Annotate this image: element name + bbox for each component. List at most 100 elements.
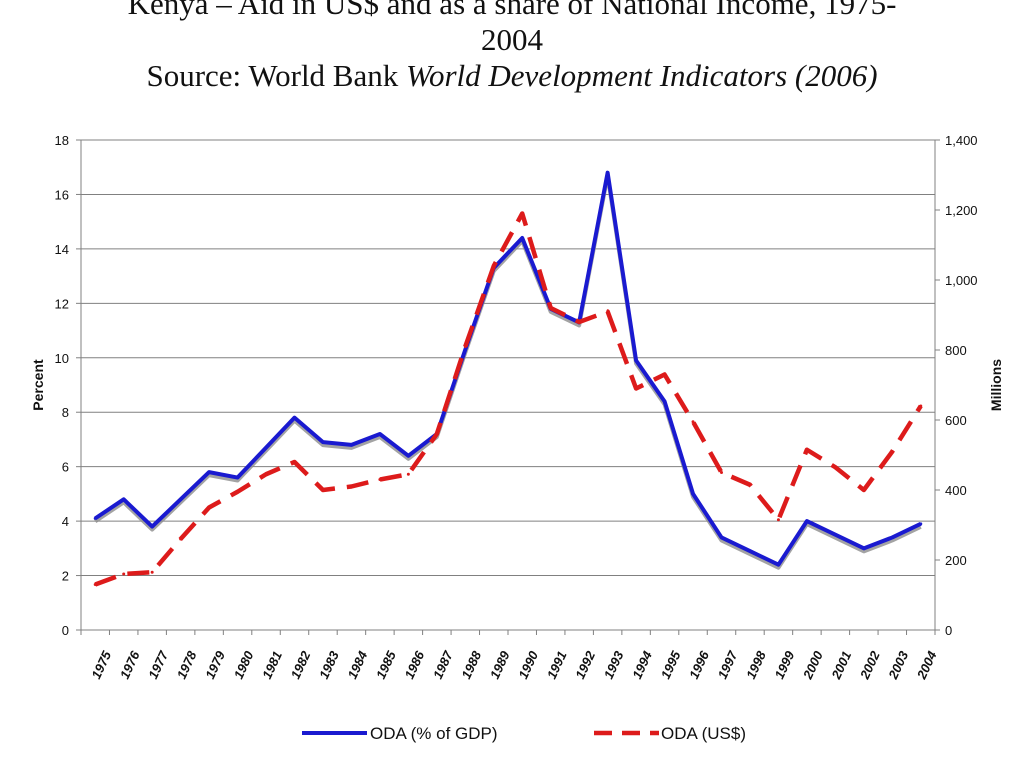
x-tick-label: 1984 bbox=[345, 648, 371, 681]
y-right-tick-label: 400 bbox=[945, 483, 967, 498]
series-oda-usd-point bbox=[549, 306, 553, 310]
series-oda-gdp-point bbox=[321, 440, 325, 444]
x-tick-label: 1981 bbox=[259, 649, 285, 682]
y-left-tick-label: 14 bbox=[55, 242, 69, 257]
legend-label-oda-gdp: ODA (% of GDP) bbox=[370, 724, 498, 743]
x-tick-label: 2001 bbox=[828, 649, 854, 682]
series-oda-usd-point bbox=[179, 537, 183, 541]
x-tick-label: 1993 bbox=[601, 648, 627, 681]
series-oda-gdp-point bbox=[776, 563, 780, 567]
series-oda-usd-point bbox=[577, 320, 581, 324]
series-oda-gdp-point bbox=[805, 519, 809, 523]
x-tick-label: 1997 bbox=[715, 648, 741, 681]
x-tick-label: 1979 bbox=[202, 648, 228, 681]
series-oda-gdp-point bbox=[207, 470, 211, 474]
series-oda-usd-point bbox=[264, 472, 268, 476]
series-oda-gdp-point bbox=[634, 359, 638, 362]
series-oda-usd-point bbox=[720, 471, 723, 474]
series-oda-gdp-point bbox=[691, 492, 695, 496]
title-line-1: Kenya – Aid in US$ and as a share of Nat… bbox=[127, 0, 897, 21]
y-left-tick-label: 6 bbox=[62, 460, 69, 475]
y-right-tick-label: 200 bbox=[945, 553, 967, 568]
y-left-tick-label: 0 bbox=[62, 623, 69, 638]
series-oda-usd-point bbox=[748, 483, 752, 487]
series-oda-gdp-point bbox=[122, 497, 126, 501]
series-oda-usd-point bbox=[207, 506, 211, 509]
x-tick-label: 1990 bbox=[515, 648, 541, 681]
series-oda-usd-point bbox=[492, 264, 496, 268]
y-right-axis-title: Millions bbox=[988, 359, 1004, 411]
series-oda-gdp-point bbox=[150, 525, 154, 529]
series-gdp-shadow bbox=[94, 173, 922, 570]
title-source-prefix: Source: World Bank bbox=[146, 58, 406, 93]
title-line-2: 2004 bbox=[481, 22, 543, 57]
y-right-tick-label: 1,400 bbox=[945, 133, 978, 148]
series-oda-gdp-point bbox=[236, 476, 240, 480]
series-oda-usd-point bbox=[93, 583, 97, 586]
series-oda-gdp-line bbox=[94, 170, 922, 567]
y-right-tick-label: 1,000 bbox=[945, 273, 978, 288]
x-tick-label: 2000 bbox=[800, 648, 827, 682]
series-oda-usd-point bbox=[406, 472, 410, 476]
chart-title: Kenya – Aid in US$ and as a share of Nat… bbox=[0, 0, 1024, 94]
series-oda-gdp-point bbox=[378, 432, 382, 436]
series-oda-gdp-point bbox=[748, 549, 752, 553]
x-tick-label: 1982 bbox=[288, 648, 314, 681]
series-oda-gdp-point bbox=[349, 443, 353, 447]
x-tick-label: 1987 bbox=[430, 648, 456, 681]
y-left-tick-label: 12 bbox=[55, 296, 69, 311]
series-oda-usd-point bbox=[606, 310, 610, 313]
x-tick-label: 1975 bbox=[88, 648, 114, 681]
series-oda-gdp-point bbox=[833, 533, 837, 537]
y-left-tick-label: 16 bbox=[55, 187, 69, 202]
series-oda-gdp-point bbox=[919, 522, 923, 526]
x-tick-label: 1999 bbox=[772, 648, 798, 681]
series-oda-gdp-point bbox=[520, 236, 524, 240]
x-tick-label: 1994 bbox=[629, 648, 655, 681]
x-tick-label: 1995 bbox=[658, 648, 684, 681]
x-tick-label: 1983 bbox=[316, 648, 342, 681]
series-oda-usd-point bbox=[776, 518, 780, 522]
series-oda-usd-point bbox=[890, 450, 894, 453]
series-oda-usd-point bbox=[378, 478, 382, 481]
x-tick-label: 1976 bbox=[117, 648, 143, 681]
series-oda-usd-point bbox=[150, 570, 154, 574]
x-tick-label: 1989 bbox=[487, 648, 513, 681]
series-oda-usd-point bbox=[805, 448, 809, 452]
y-right-tick-label: 800 bbox=[945, 343, 967, 358]
series-oda-gdp-point bbox=[179, 497, 183, 501]
y-left-tick-label: 10 bbox=[55, 351, 69, 366]
x-tick-label: 2002 bbox=[857, 648, 884, 682]
y-left-tick-label: 4 bbox=[62, 514, 69, 529]
y-right-tick-label: 0 bbox=[945, 623, 952, 638]
series-oda-gdp-point bbox=[463, 348, 467, 352]
gridlines bbox=[81, 139, 935, 631]
x-tick-label: 1986 bbox=[401, 648, 427, 681]
x-tick-label: 1978 bbox=[174, 648, 200, 681]
series-oda-usd-point bbox=[321, 488, 325, 492]
x-tick-label: 1980 bbox=[231, 648, 257, 681]
series-oda-gdp-point bbox=[862, 546, 866, 550]
series-oda-gdp-point bbox=[663, 399, 667, 403]
x-tick-label: 1998 bbox=[743, 648, 769, 681]
series-oda-usd-point bbox=[122, 572, 126, 576]
legend: ODA (% of GDP) ODA (US$) bbox=[302, 724, 746, 743]
series-oda-usd-point bbox=[663, 373, 667, 376]
series-oda-usd-point bbox=[862, 488, 866, 492]
series-oda-gdp-point bbox=[293, 416, 296, 420]
x-tick-label: 1996 bbox=[686, 648, 712, 681]
x-tick-label: 2003 bbox=[885, 648, 912, 682]
x-tick-label: 1985 bbox=[373, 648, 399, 681]
series-oda-gdp-point bbox=[890, 535, 894, 539]
series-oda-usd-point bbox=[919, 404, 923, 408]
series-oda-gdp-point bbox=[406, 454, 410, 458]
x-tick-label: 1977 bbox=[145, 648, 171, 681]
series-oda-gdp-point bbox=[606, 171, 610, 175]
title-source-italic: World Development Indicators (2006) bbox=[406, 58, 878, 93]
axes: 0 2 4 6 8 10 12 14 16 18 0 200 400 600 800 1,000 1,200 1,… bbox=[30, 133, 1004, 682]
x-tick-label: 1991 bbox=[544, 649, 570, 682]
x-tick-label: 1988 bbox=[458, 648, 484, 681]
series-oda-gdp-point bbox=[264, 446, 268, 450]
series-oda-usd-point bbox=[634, 387, 638, 390]
